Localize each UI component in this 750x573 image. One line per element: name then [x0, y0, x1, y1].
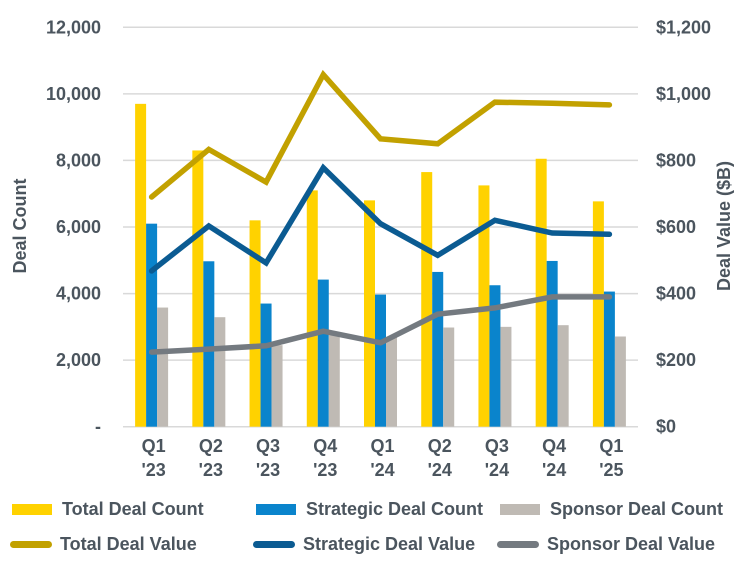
bar-total-deal-count — [364, 200, 375, 427]
lines — [148, 69, 613, 355]
x-tick-label: Q3'24 — [485, 436, 509, 480]
x-tick-quarter: Q2 — [428, 436, 452, 456]
y-axis-title: Deal Count — [10, 178, 30, 273]
bar-sponsor-deal-count — [214, 317, 226, 427]
bar-strategic-deal-count — [546, 260, 558, 427]
x-axis: Q1'23Q2'23Q3'23Q4'23Q1'24Q2'24Q3'24Q4'24… — [141, 436, 623, 480]
bars — [135, 103, 626, 427]
x-tick-label: Q1'24 — [370, 436, 394, 480]
bar-sponsor-deal-count — [271, 345, 283, 427]
y-tick-label: 2,000 — [56, 350, 101, 370]
y-axis-left: - 2,000 4,000 6,000 8,000 10,000 12,000 — [46, 17, 101, 436]
bar-sponsor-deal-count — [557, 325, 569, 427]
legend-label: Strategic Deal Count — [306, 498, 484, 519]
x-tick-year: '23 — [199, 460, 223, 480]
y-tick-label: - — [95, 417, 101, 437]
legend-item-strategic-deal-value: Strategic Deal Value — [253, 531, 475, 557]
y2-axis-title: Deal Value ($B) — [714, 161, 734, 291]
legend-swatch — [10, 540, 52, 548]
legend-label: Strategic Deal Value — [303, 533, 476, 554]
legend-label: Total Deal Count — [62, 498, 204, 519]
bar-strategic-deal-count — [146, 223, 158, 427]
y2-tick-label: $0 — [656, 417, 676, 437]
x-tick-quarter: Q1 — [599, 436, 623, 456]
legend-swatch — [256, 503, 296, 515]
y2-tick-label: $400 — [656, 284, 696, 304]
x-tick-label: Q2'24 — [428, 436, 452, 480]
bar-total-deal-count — [306, 190, 318, 427]
legend-label: Sponsor Deal Value — [547, 533, 716, 554]
y2-tick-label: $800 — [656, 150, 696, 170]
bar-sponsor-deal-count — [157, 307, 169, 427]
bar-sponsor-deal-count — [500, 326, 512, 427]
legend-item-sponsor-deal-value: Sponsor Deal Value — [497, 531, 715, 557]
legend-swatch — [12, 503, 52, 515]
y2-tick-label: $600 — [656, 217, 696, 237]
bar-total-deal-count — [192, 150, 204, 427]
y2-tick-label: $200 — [656, 350, 696, 370]
y2-tick-label: $1,200 — [656, 17, 711, 37]
x-tick-quarter: Q3 — [256, 436, 280, 456]
bar-total-deal-count — [249, 220, 261, 427]
y-axis-right: $0 $200 $400 $600 $800 $1,000 $1,200 — [656, 17, 711, 436]
x-tick-label: Q1'25 — [599, 436, 623, 480]
line-sponsor-deal-value — [148, 294, 613, 355]
x-tick-year: '25 — [599, 460, 623, 480]
bar-total-deal-count — [135, 103, 147, 427]
y-tick-label: 6,000 — [56, 217, 101, 237]
x-tick-label: Q4'23 — [313, 436, 337, 480]
x-tick-label: Q2'23 — [199, 436, 223, 480]
legend-item-total-deal-value: Total Deal Value — [10, 531, 197, 557]
bar-strategic-deal-count — [603, 291, 615, 427]
y2-tick-label: $1,000 — [656, 84, 711, 104]
y-tick-label: 8,000 — [56, 150, 101, 170]
bar-total-deal-count — [421, 172, 433, 427]
x-tick-label: Q4'24 — [542, 436, 566, 480]
x-tick-quarter: Q1 — [370, 436, 394, 456]
legend-item-total-deal-count: Total Deal Count — [12, 496, 204, 522]
x-tick-year: '24 — [485, 460, 509, 480]
y-tick-label: 12,000 — [46, 17, 101, 37]
x-tick-year: '24 — [428, 460, 452, 480]
bar-strategic-deal-count — [489, 285, 501, 427]
legend-swatch — [253, 540, 295, 548]
bar-total-deal-count — [535, 158, 547, 427]
bar-strategic-deal-count — [260, 303, 272, 427]
x-tick-year: '23 — [313, 460, 337, 480]
bar-sponsor-deal-count — [328, 335, 340, 427]
x-tick-quarter: Q2 — [199, 436, 223, 456]
bar-total-deal-count — [478, 185, 490, 427]
x-tick-year: '24 — [370, 460, 394, 480]
legend: Total Deal Count Strategic Deal Count Sp… — [0, 494, 750, 564]
bar-strategic-deal-count — [375, 294, 386, 427]
bar-sponsor-deal-count — [614, 336, 626, 427]
bar-strategic-deal-count — [432, 271, 444, 427]
legend-item-sponsor-deal-count: Sponsor Deal Count — [500, 496, 723, 522]
line-total-deal-value — [148, 69, 613, 200]
legend-item-strategic-deal-count: Strategic Deal Count — [256, 496, 483, 522]
bar-sponsor-deal-count — [386, 337, 397, 427]
legend-label: Sponsor Deal Count — [550, 498, 724, 519]
legend-swatch — [500, 503, 540, 515]
x-tick-label: Q3'23 — [256, 436, 280, 480]
x-tick-quarter: Q1 — [142, 436, 166, 456]
x-tick-year: '23 — [141, 460, 165, 480]
bar-total-deal-count — [592, 201, 604, 427]
x-tick-year: '24 — [542, 460, 566, 480]
bar-strategic-deal-count — [203, 261, 215, 427]
legend-swatch — [497, 540, 539, 548]
x-tick-label: Q1'23 — [141, 436, 165, 480]
x-tick-quarter: Q3 — [485, 436, 509, 456]
y-tick-label: 4,000 — [56, 284, 101, 304]
x-tick-quarter: Q4 — [542, 436, 566, 456]
legend-label: Total Deal Value — [60, 533, 197, 554]
line-strategic-deal-value — [148, 163, 613, 274]
x-tick-quarter: Q4 — [313, 436, 337, 456]
y-tick-label: 10,000 — [46, 84, 101, 104]
x-tick-year: '23 — [256, 460, 280, 480]
bar-strategic-deal-count — [317, 279, 329, 427]
bar-sponsor-deal-count — [443, 327, 455, 427]
